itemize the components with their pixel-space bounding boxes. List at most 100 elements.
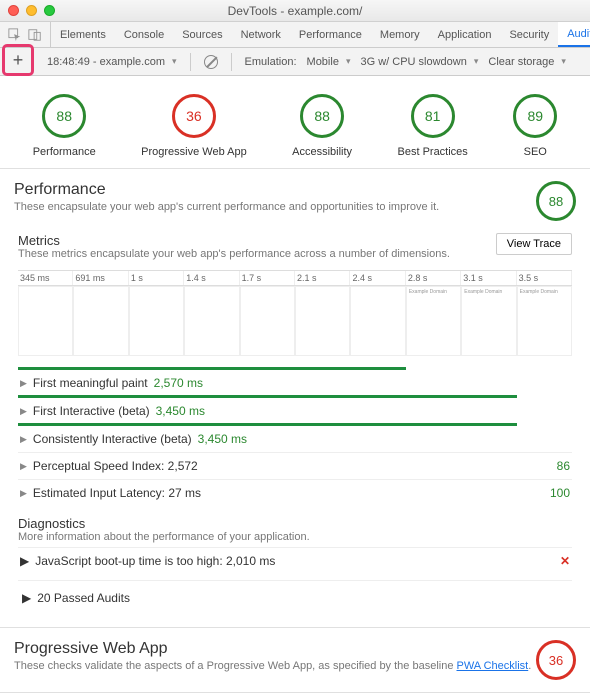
expand-icon: ▶ <box>20 488 27 499</box>
performance-section: Performance These encapsulate your web a… <box>0 169 590 628</box>
tab-sources[interactable]: Sources <box>173 22 231 47</box>
score-ring: 81 <box>411 94 455 138</box>
tab-console[interactable]: Console <box>115 22 173 47</box>
metrics-subtitle: These metrics encapsulate your web app's… <box>18 248 450 260</box>
score-label: SEO <box>524 146 547 158</box>
timeline-tick: 1.4 s <box>184 271 239 285</box>
timeline-tick: 2.4 s <box>350 271 405 285</box>
audit-target-dropdown[interactable]: 18:48:49 - example.com <box>42 56 182 68</box>
inspect-icon[interactable] <box>8 28 22 42</box>
minimize-window-button[interactable] <box>26 5 37 16</box>
metric-label: First Interactive (beta) <box>33 404 150 418</box>
pwa-score-ring: 36 <box>536 640 576 680</box>
metric-value: 3,450 ms <box>198 432 247 446</box>
tab-network[interactable]: Network <box>232 22 290 47</box>
score-label: Progressive Web App <box>141 146 247 158</box>
filmstrip-frame <box>129 286 184 356</box>
close-window-button[interactable] <box>8 5 19 16</box>
filmstrip-frame <box>73 286 128 356</box>
window-title: DevTools - example.com/ <box>228 4 363 18</box>
section-title: Progressive Web App <box>14 640 531 658</box>
score-label: Accessibility <box>292 146 352 158</box>
zoom-window-button[interactable] <box>44 5 55 16</box>
filmstrip-timeline: 345 ms691 ms1 s1.4 s1.7 s2.1 s2.4 s2.8 s… <box>18 270 572 356</box>
metric-label: Perceptual Speed Index: 2,572 <box>33 459 198 473</box>
section-title: Performance <box>14 181 439 199</box>
filmstrip-frame <box>295 286 350 356</box>
pwa-checklist-link[interactable]: PWA Checklist <box>457 660 529 672</box>
score-progressive-web-app[interactable]: 36 Progressive Web App <box>141 94 247 158</box>
pwa-section: Progressive Web App These checks validat… <box>0 628 590 693</box>
score-ring: 89 <box>513 94 557 138</box>
view-trace-button[interactable]: View Trace <box>496 233 572 255</box>
filmstrip-frame <box>240 286 295 356</box>
score-ring: 88 <box>42 94 86 138</box>
diagnostics-title: Diagnostics <box>18 516 572 531</box>
metric-row[interactable]: ▶ Consistently Interactive (beta) 3,450 m… <box>18 426 572 452</box>
metric-value: 2,570 ms <box>154 376 203 390</box>
metrics-title: Metrics <box>18 233 450 248</box>
expand-icon: ▶ <box>20 378 27 389</box>
traffic-lights <box>8 5 55 16</box>
timeline-tick: 691 ms <box>73 271 128 285</box>
score-seo[interactable]: 89 SEO <box>513 94 557 158</box>
diagnostics-subtitle: More information about the performance o… <box>18 531 572 543</box>
filmstrip-frame: Example Domain <box>406 286 461 356</box>
timeline-tick: 1 s <box>129 271 184 285</box>
metric-row[interactable]: ▶ Estimated Input Latency: 27 ms 100 <box>18 479 572 506</box>
metric-row[interactable]: ▶ First meaningful paint 2,570 ms <box>18 370 572 396</box>
expand-icon: ▶ <box>20 434 27 445</box>
pwa-sub-text: . <box>528 660 531 672</box>
metric-row[interactable]: ▶ First Interactive (beta) 3,450 ms <box>18 398 572 424</box>
window-titlebar: DevTools - example.com/ <box>0 0 590 22</box>
expand-icon: ▶ <box>20 406 27 417</box>
metric-score: 100 <box>550 486 570 500</box>
passed-audits-label: 20 Passed Audits <box>37 591 130 605</box>
performance-score-ring: 88 <box>536 181 576 221</box>
timeline-tick: 345 ms <box>18 271 73 285</box>
timeline-tick: 3.1 s <box>461 271 516 285</box>
filmstrip-frame <box>350 286 405 356</box>
tab-memory[interactable]: Memory <box>371 22 429 47</box>
filmstrip-frame: Example Domain <box>461 286 516 356</box>
pwa-sub-text: These checks validate the aspects of a P… <box>14 660 457 672</box>
diagnostic-row[interactable]: ▶ JavaScript boot-up time is too high: 2… <box>18 547 572 574</box>
metric-row[interactable]: ▶Perceptual Speed Index: 2,57286 <box>18 452 572 479</box>
clear-icon[interactable] <box>199 55 223 69</box>
score-label: Best Practices <box>398 146 468 158</box>
audits-toolbar: + 18:48:49 - example.com Emulation: Mobi… <box>0 48 590 76</box>
score-accessibility[interactable]: 88 Accessibility <box>292 94 352 158</box>
diagnostic-label: JavaScript boot-up time is too high: 2,0… <box>35 554 275 568</box>
score-ring: 36 <box>172 94 216 138</box>
tab-security[interactable]: Security <box>500 22 558 47</box>
emulation-label: Emulation: <box>240 56 302 68</box>
passed-audits-row[interactable]: ▶ 20 Passed Audits <box>18 580 572 615</box>
score-best-practices[interactable]: 81 Best Practices <box>398 94 468 158</box>
clear-storage-dropdown[interactable]: Clear storage <box>483 56 571 68</box>
emulation-dropdown[interactable]: Mobile <box>302 56 356 68</box>
tab-application[interactable]: Application <box>429 22 501 47</box>
score-performance[interactable]: 88Performance <box>33 94 96 158</box>
section-subtitle: These checks validate the aspects of a P… <box>14 660 531 672</box>
score-ring: 88 <box>300 94 344 138</box>
filmstrip-frame: Example Domain <box>517 286 572 356</box>
metric-label: Estimated Input Latency: 27 ms <box>33 486 201 500</box>
metric-value: 3,450 ms <box>156 404 205 418</box>
tab-elements[interactable]: Elements <box>51 22 115 47</box>
expand-icon: ▶ <box>20 554 29 568</box>
metric-score: 86 <box>557 459 570 473</box>
fail-icon: ✕ <box>560 554 570 568</box>
tab-audits[interactable]: Audits <box>558 22 590 47</box>
tab-performance[interactable]: Performance <box>290 22 371 47</box>
expand-icon: ▶ <box>22 591 31 605</box>
new-audit-button[interactable]: + <box>2 44 34 76</box>
filmstrip-frame <box>18 286 73 356</box>
device-toggle-icon[interactable] <box>28 28 42 42</box>
metric-label: Consistently Interactive (beta) <box>33 432 192 446</box>
metric-label: First meaningful paint <box>33 376 148 390</box>
network-dropdown[interactable]: 3G w/ CPU slowdown <box>355 56 483 68</box>
filmstrip-frame <box>184 286 239 356</box>
timeline-tick: 2.1 s <box>295 271 350 285</box>
timeline-tick: 2.8 s <box>406 271 461 285</box>
timeline-tick: 3.5 s <box>517 271 572 285</box>
